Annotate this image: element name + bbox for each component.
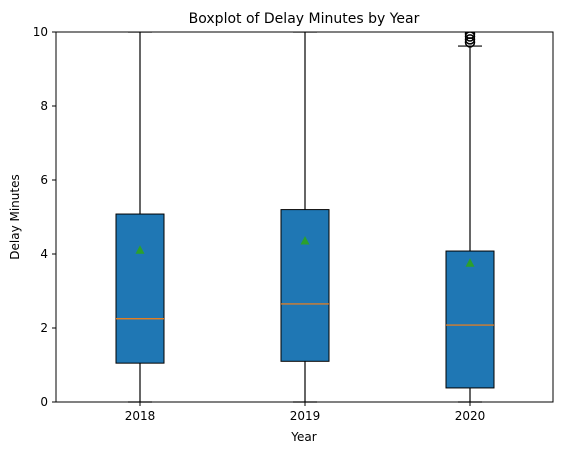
box-2019 xyxy=(280,31,330,403)
mean-marker xyxy=(135,245,145,254)
outlier-point xyxy=(464,34,476,45)
box-2020 xyxy=(445,28,495,403)
x-tick-label: 2020 xyxy=(455,409,486,423)
x-tick-label: 2018 xyxy=(125,409,156,423)
y-tick-label: 6 xyxy=(40,173,48,187)
y-tick-label: 4 xyxy=(40,247,48,261)
y-tick-label: 8 xyxy=(40,99,48,113)
top-mask xyxy=(0,0,562,32)
box-iqr xyxy=(115,213,165,364)
chart-title: Boxplot of Delay Minutes by Year xyxy=(189,11,420,27)
x-tick-label: 2019 xyxy=(290,409,321,423)
y-tick-label: 0 xyxy=(40,395,48,409)
y-axis-label: Delay Minutes xyxy=(8,174,22,259)
y-tick-label: 10 xyxy=(33,25,48,39)
mean-marker xyxy=(300,236,310,245)
box-2018 xyxy=(115,31,165,403)
y-tick-label: 2 xyxy=(40,321,48,335)
box-iqr xyxy=(280,209,330,362)
x-axis-label: Year xyxy=(290,430,316,444)
mean-marker xyxy=(465,258,475,267)
box-iqr xyxy=(445,250,495,389)
